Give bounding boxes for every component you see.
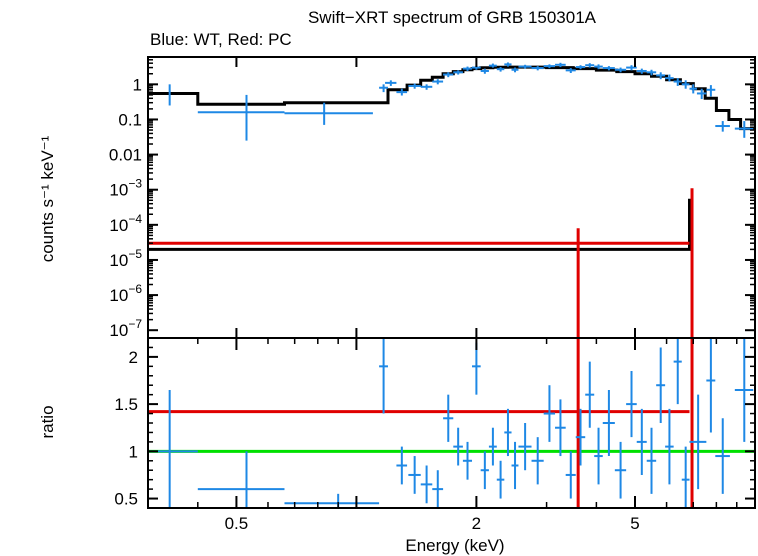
y-tick-label: 10−3 — [109, 177, 142, 200]
y-axis-label-spectrum: counts s⁻¹ keV⁻¹ — [38, 135, 57, 262]
y-tick-label: 10−5 — [109, 247, 142, 270]
y-tick-label: 10−6 — [109, 282, 142, 305]
ratio-frame — [147, 337, 756, 509]
ratio-panel: 0.5 1 1.5 2 0.5 2 5 — [114, 337, 756, 533]
y-tick-label: 0.1 — [118, 110, 142, 129]
x-tick-label: 5 — [630, 514, 639, 533]
y-tick-label: 0.01 — [109, 146, 142, 165]
x-axis-label: Energy (keV) — [405, 536, 504, 555]
y-tick-label: 0.5 — [114, 490, 138, 509]
y-tick-label: 10−7 — [109, 317, 142, 340]
y-tick-label: 10−4 — [109, 212, 142, 235]
y-tick-label: 1.5 — [114, 395, 138, 414]
y-axis-label-ratio: ratio — [38, 405, 57, 438]
y-tick-label: 1 — [133, 75, 142, 94]
x-tick-label: 0.5 — [225, 514, 249, 533]
chart-title: Swift−XRT spectrum of GRB 150301A — [308, 8, 597, 27]
y-tick-label: 1 — [129, 442, 138, 461]
chart-subtitle: Blue: WT, Red: PC — [150, 30, 292, 49]
x-tick-label: 2 — [472, 514, 481, 533]
spectrum-frame — [147, 56, 756, 339]
y-tick-label: 2 — [129, 348, 138, 367]
spectrum-panel: 1 0.1 0.01 10−3 10−4 10−5 10−6 10−7 — [109, 56, 756, 340]
